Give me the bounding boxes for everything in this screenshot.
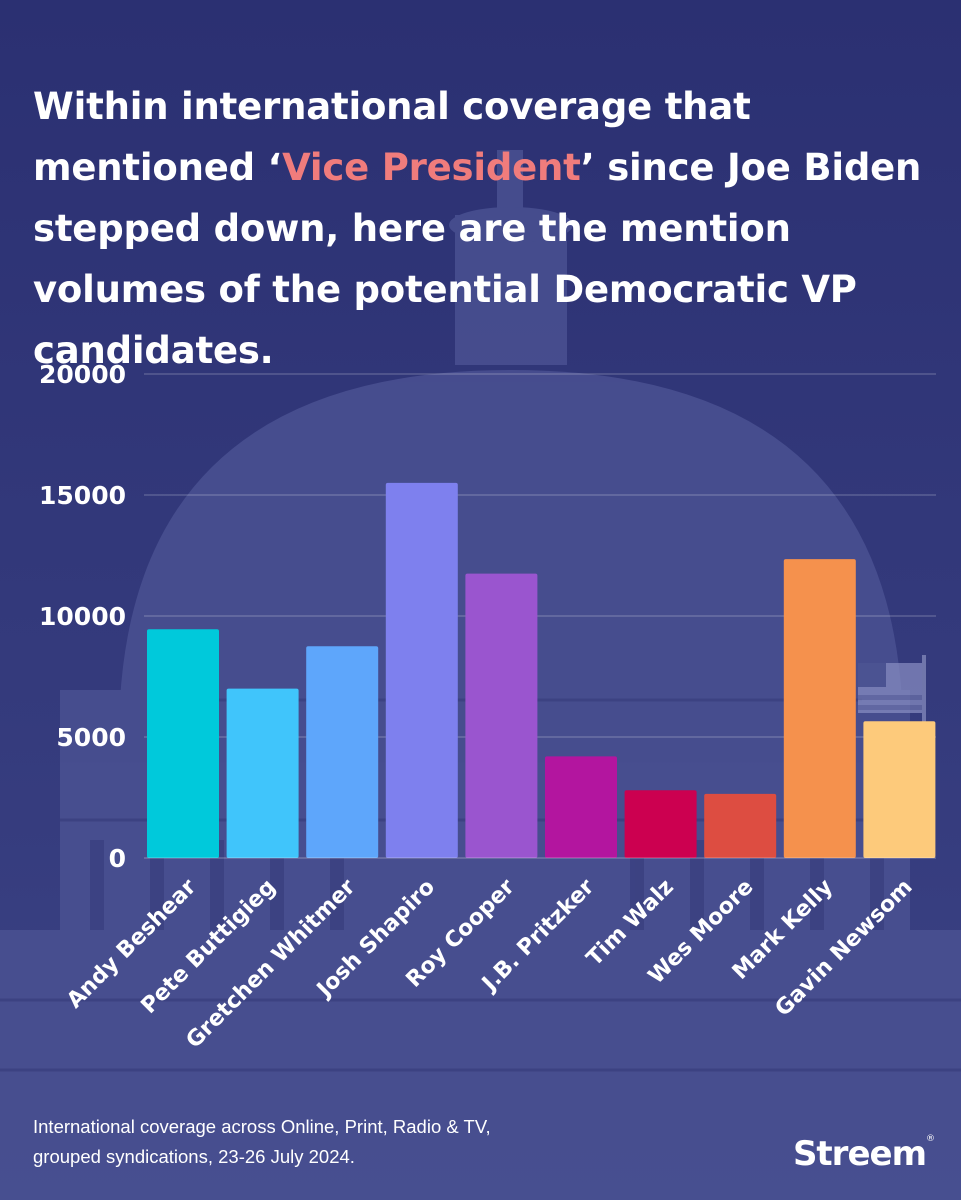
bar-pete-buttigieg: [226, 688, 299, 858]
brand-mark: ®: [926, 1134, 935, 1144]
y-tick-label: 10000: [39, 602, 126, 631]
bar-j-b-pritzker: [545, 756, 617, 858]
y-tick-label: 5000: [56, 723, 126, 752]
y-tick-label: 0: [109, 844, 126, 873]
x-tick-label: Gavin Newsom: [771, 875, 918, 1022]
x-tick-label: Andy Beshear: [62, 874, 201, 1013]
source-note: International coverage across Online, Pr…: [33, 1112, 673, 1172]
bar-gretchen-whitmer: [306, 646, 379, 858]
page-title: Within international coverage that menti…: [33, 76, 943, 381]
title-text-2: ’ since Joe Biden stepped down, here are…: [33, 146, 922, 372]
brand-name: Streem: [792, 1134, 927, 1174]
y-tick-label: 20000: [39, 360, 126, 389]
title-text-1: Within international coverage that menti…: [33, 85, 751, 189]
brand-logo: Streem®: [793, 1134, 935, 1174]
source-line-1: International coverage across Online, Pr…: [33, 1116, 491, 1137]
bar-tim-walz: [624, 790, 697, 858]
source-line-2: grouped syndications, 23-26 July 2024.: [33, 1146, 355, 1167]
bar-roy-cooper: [465, 573, 538, 858]
x-tick-label: Pete Buttigieg: [137, 875, 281, 1019]
y-tick-label: 15000: [39, 481, 126, 510]
bar-andy-beshear: [147, 629, 219, 858]
bar-josh-shapiro: [385, 482, 458, 858]
bar-wes-moore: [704, 793, 777, 858]
bar-mark-kelly: [783, 559, 856, 858]
bar-gavin-newsom: [863, 721, 936, 858]
title-highlight: Vice President: [282, 146, 581, 189]
